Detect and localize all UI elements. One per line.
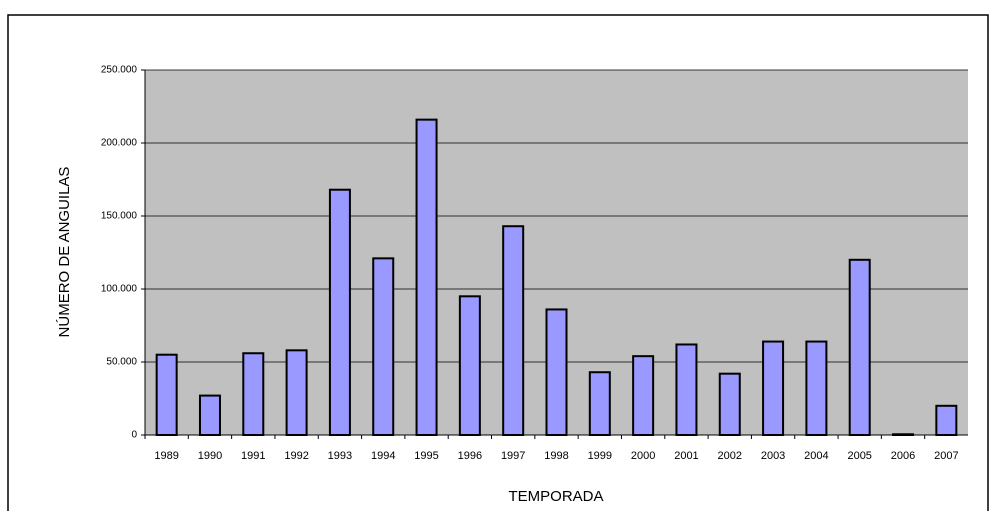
x-tick-label: 1994 (371, 450, 395, 462)
bar (198, 394, 221, 436)
x-tick-label: 2000 (631, 450, 655, 462)
y-axis-title: NÚMERO DE ANGUILAS (56, 167, 73, 338)
x-tick-label: 2006 (891, 450, 915, 462)
bar (458, 295, 481, 436)
bar (588, 371, 611, 436)
bar (675, 343, 698, 437)
x-tick-label: 1989 (154, 450, 178, 462)
x-tick-label: 2004 (804, 450, 828, 462)
y-tick-label: 100.000 (101, 284, 138, 295)
x-tick-label: 1991 (241, 450, 265, 462)
x-tick-label: 2005 (847, 450, 871, 462)
x-tick-label: 2002 (718, 450, 742, 462)
bar (935, 404, 958, 436)
y-tick-label: 250.000 (101, 65, 138, 76)
x-tick-label: 1998 (544, 450, 568, 462)
bar (242, 352, 265, 436)
y-tick-label: 0 (131, 430, 137, 441)
x-tick-label: 1996 (458, 450, 482, 462)
x-tick-label: 1997 (501, 450, 525, 462)
x-tick-label: 1990 (198, 450, 222, 462)
y-tick-label: 200.000 (101, 138, 138, 149)
bar (285, 349, 308, 437)
x-tick-label: 1999 (588, 450, 612, 462)
bar (718, 372, 741, 436)
bar (502, 225, 525, 436)
bar (762, 340, 785, 436)
x-axis-title: TEMPORADA (508, 488, 603, 505)
bar (805, 340, 828, 436)
x-tick-label: 1992 (284, 450, 308, 462)
y-tick-label: 150.000 (101, 211, 138, 222)
bar (545, 308, 568, 436)
bar (632, 355, 655, 436)
x-tick-label: 2003 (761, 450, 785, 462)
y-tick-label: 50.000 (106, 357, 137, 368)
bar (328, 188, 351, 436)
bar (372, 257, 395, 436)
x-tick-label: 1993 (328, 450, 352, 462)
bar (848, 258, 871, 436)
x-tick-label: 2007 (934, 450, 958, 462)
x-tick-label: 2001 (674, 450, 698, 462)
bar (415, 118, 438, 436)
x-tick-label: 1995 (414, 450, 438, 462)
bar (155, 353, 178, 437)
